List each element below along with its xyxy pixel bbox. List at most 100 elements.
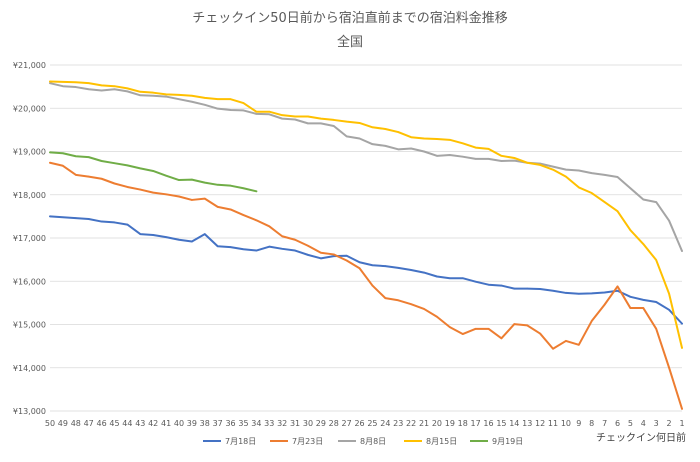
data-point bbox=[281, 235, 283, 238]
x-tick-label: 26 bbox=[354, 419, 364, 428]
x-tick-label: 42 bbox=[148, 419, 158, 428]
data-point bbox=[423, 137, 425, 140]
data-point bbox=[75, 174, 77, 176]
chart-subtitle: 全国 bbox=[337, 34, 363, 50]
x-tick-label: 37 bbox=[213, 419, 223, 428]
data-point bbox=[165, 236, 167, 238]
data-point bbox=[307, 122, 309, 125]
data-point bbox=[436, 138, 438, 140]
x-tick-label: 4 bbox=[641, 419, 646, 428]
data-point bbox=[178, 238, 180, 241]
data-point bbox=[526, 287, 529, 290]
data-point bbox=[332, 253, 335, 256]
data-point bbox=[552, 165, 554, 168]
data-point bbox=[410, 147, 412, 150]
data-point bbox=[203, 181, 206, 184]
x-tick-label: 38 bbox=[200, 419, 210, 428]
x-tick-label: 48 bbox=[71, 419, 81, 428]
data-point bbox=[397, 299, 400, 302]
series-line-3 bbox=[49, 82, 683, 252]
data-point bbox=[49, 161, 51, 164]
data-point bbox=[152, 191, 154, 194]
data-point bbox=[255, 219, 258, 222]
data-point bbox=[113, 221, 116, 224]
data-point bbox=[410, 136, 412, 139]
data-point bbox=[449, 277, 451, 280]
data-point bbox=[500, 160, 503, 162]
data-point bbox=[294, 118, 296, 121]
data-point bbox=[203, 197, 206, 200]
data-point bbox=[603, 174, 606, 176]
data-point bbox=[229, 208, 232, 211]
data-point bbox=[397, 267, 400, 269]
data-point bbox=[449, 154, 451, 156]
x-tick-label: 1 bbox=[679, 419, 684, 428]
data-point bbox=[216, 245, 219, 248]
data-point bbox=[113, 162, 116, 164]
data-point bbox=[229, 98, 232, 100]
data-point bbox=[449, 326, 451, 328]
data-point bbox=[165, 193, 167, 196]
data-point bbox=[371, 143, 374, 145]
data-point bbox=[642, 243, 645, 245]
x-tick-label: 7 bbox=[602, 419, 607, 428]
series-points-4 bbox=[49, 80, 683, 349]
data-point bbox=[345, 135, 348, 138]
data-point bbox=[616, 289, 619, 292]
x-tick-label: 46 bbox=[96, 419, 106, 428]
data-point bbox=[268, 110, 271, 113]
data-point bbox=[242, 214, 245, 216]
data-point bbox=[87, 218, 90, 220]
data-point bbox=[668, 219, 670, 222]
x-tick-label: 5 bbox=[628, 419, 633, 428]
data-point bbox=[113, 88, 116, 91]
data-point bbox=[320, 257, 322, 260]
data-point bbox=[216, 184, 219, 186]
x-tick-label: 19 bbox=[445, 419, 455, 428]
data-point bbox=[552, 347, 554, 350]
data-point bbox=[49, 82, 51, 84]
data-point bbox=[62, 216, 64, 219]
gridlines bbox=[50, 64, 682, 412]
data-point bbox=[590, 320, 593, 322]
data-point bbox=[655, 328, 657, 330]
data-point bbox=[565, 292, 567, 294]
data-point bbox=[100, 160, 103, 162]
y-tick-label: ¥20,000 bbox=[13, 104, 46, 113]
x-tick-label: 31 bbox=[290, 419, 300, 428]
data-point bbox=[113, 182, 116, 185]
y-tick-label: ¥18,000 bbox=[13, 191, 46, 200]
data-point bbox=[307, 254, 309, 256]
data-point bbox=[255, 110, 258, 113]
data-point bbox=[616, 210, 619, 212]
data-point bbox=[332, 119, 335, 121]
x-tick-label: 25 bbox=[367, 419, 377, 428]
data-point bbox=[203, 97, 206, 99]
x-tick-label: 20 bbox=[432, 419, 442, 428]
data-point bbox=[500, 337, 503, 340]
data-point bbox=[216, 206, 219, 208]
data-point bbox=[203, 103, 206, 106]
data-point bbox=[268, 225, 271, 228]
data-point bbox=[87, 156, 90, 158]
data-point bbox=[565, 340, 567, 342]
data-point bbox=[281, 248, 283, 250]
x-tick-label: 12 bbox=[535, 419, 545, 428]
data-point bbox=[229, 109, 232, 111]
data-point bbox=[603, 291, 606, 294]
data-point bbox=[681, 347, 683, 349]
data-point bbox=[139, 233, 142, 235]
data-point bbox=[216, 98, 219, 100]
y-tick-label: ¥17,000 bbox=[13, 234, 46, 243]
x-tick-label: 36 bbox=[225, 419, 235, 428]
data-point bbox=[358, 267, 361, 270]
x-tick-label: 16 bbox=[483, 419, 493, 428]
data-point bbox=[590, 172, 593, 174]
series-points-3 bbox=[49, 82, 683, 252]
data-point bbox=[655, 201, 657, 203]
y-axis-ticks: ¥13,000 ¥14,000 ¥15,000 ¥16,000 ¥17,000 ¥18,0… bbox=[13, 61, 46, 416]
data-point bbox=[62, 164, 64, 167]
